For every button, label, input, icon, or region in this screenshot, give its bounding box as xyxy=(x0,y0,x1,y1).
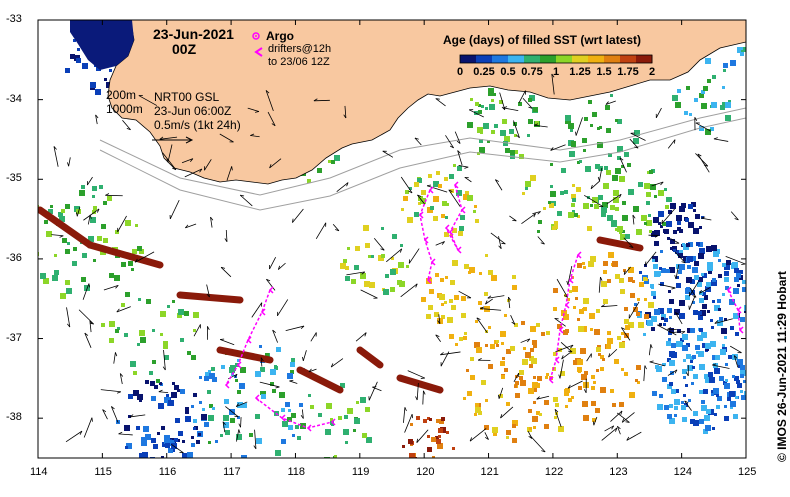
drifters-legend-line1: drifters@12h xyxy=(268,43,331,56)
lon-tick-label: 121 xyxy=(481,466,499,479)
colorbar-tick-label: 0 xyxy=(457,66,463,78)
analysis-time-label: 23-Jun 06:00Z xyxy=(154,105,231,118)
lat-tick-label: -37 xyxy=(6,332,22,345)
colorbar-tick-label: 0.25 xyxy=(473,66,494,78)
lon-tick-label: 122 xyxy=(545,466,563,479)
scale-label: 0.5m/s (1kt 24h) xyxy=(154,119,241,132)
lon-tick-label: 118 xyxy=(287,466,305,479)
drifters-legend-line2: to 23/06 12Z xyxy=(268,56,330,69)
colorbar-tick-label: 2 xyxy=(649,66,655,78)
lon-tick-label: 117 xyxy=(223,466,241,479)
colorbar-swatch xyxy=(524,55,541,63)
lon-tick-label: 116 xyxy=(159,466,177,479)
lon-tick-label: 114 xyxy=(30,466,48,479)
isobath-200m-label: 200m xyxy=(106,89,136,102)
lat-tick-label: -38 xyxy=(6,411,22,424)
colorbar-swatch xyxy=(476,55,493,63)
colorbar-swatch xyxy=(572,55,589,63)
lon-tick-label: 124 xyxy=(674,466,692,479)
lat-tick-label: -34 xyxy=(6,93,22,106)
lon-tick-label: 115 xyxy=(94,466,112,479)
credit-label: © IMOS 26-Jun-2021 11:29 Hobart xyxy=(775,271,789,462)
lat-tick-label: -35 xyxy=(6,172,22,185)
lon-tick-label: 125 xyxy=(738,466,756,479)
time-title: 00Z xyxy=(172,43,196,56)
colorbar-swatch xyxy=(588,55,605,63)
colorbar-tick-label: 0.75 xyxy=(521,66,542,78)
colorbar-tick-label: 1.5 xyxy=(596,66,611,78)
colorbar-swatch xyxy=(460,55,477,63)
lon-tick-label: 119 xyxy=(352,466,370,479)
colorbar-swatch xyxy=(492,55,509,63)
colorbar-swatch xyxy=(540,55,557,63)
colorbar-swatch xyxy=(556,55,573,63)
colorbar-swatch xyxy=(604,55,621,63)
lon-tick-label: 123 xyxy=(609,466,627,479)
colorbar-title: Age (days) of filled SST (wrt latest) xyxy=(443,34,641,47)
argo-legend-label: Argo xyxy=(266,30,294,43)
colorbar-swatch xyxy=(636,55,653,63)
colorbar-swatch xyxy=(620,55,637,63)
colorbar-tick-label: 0.5 xyxy=(500,66,515,78)
colorbar-swatch xyxy=(508,55,525,63)
date-title: 23-Jun-2021 xyxy=(153,28,234,41)
lat-tick-label: -33 xyxy=(6,13,22,26)
lat-tick-label: -36 xyxy=(6,252,22,265)
colorbar-tick-label: 1.25 xyxy=(569,66,590,78)
product-label: NRT00 GSL xyxy=(154,91,219,104)
colorbar-tick-label: 1 xyxy=(553,66,559,78)
lon-tick-label: 120 xyxy=(416,466,434,479)
colorbar-swatches xyxy=(460,55,653,63)
colorbar-tick-label: 1.75 xyxy=(617,66,638,78)
isobath-1000m-label: 1000m xyxy=(106,103,143,116)
